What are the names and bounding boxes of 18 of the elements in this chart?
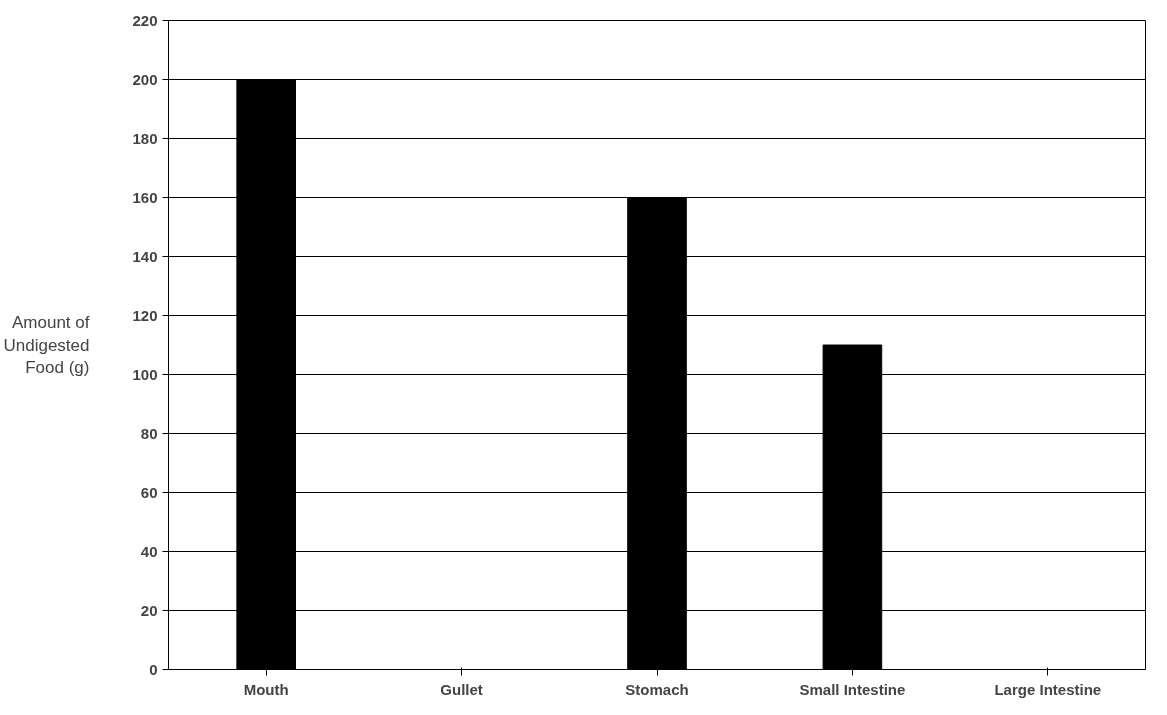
y-tick-label: 40 [140,542,158,560]
x-tick-label: Large Intestine [994,680,1102,698]
y-tick-label: 0 [149,660,158,678]
y-tick-label: 180 [132,129,158,147]
x-tick-label: Mouth [243,680,289,698]
y-tick-label: 80 [140,424,158,442]
y-axis-title: Amount of Undigested Food (g) [3,312,90,378]
x-tick-label: Small Intestine [799,680,906,698]
y-tick-label: 100 [132,365,158,383]
y-tick-label: 220 [132,11,158,29]
x-tick-label: Gullet [440,680,483,698]
y-tick-label: 60 [140,483,158,501]
y-tick-label: 140 [132,247,158,265]
y-tick-label: 160 [132,188,158,206]
y-tick-label: 120 [132,306,158,324]
y-tick-label: 20 [140,601,158,619]
y-tick-label: 200 [132,70,158,88]
x-tick-label: Stomach [625,680,689,698]
